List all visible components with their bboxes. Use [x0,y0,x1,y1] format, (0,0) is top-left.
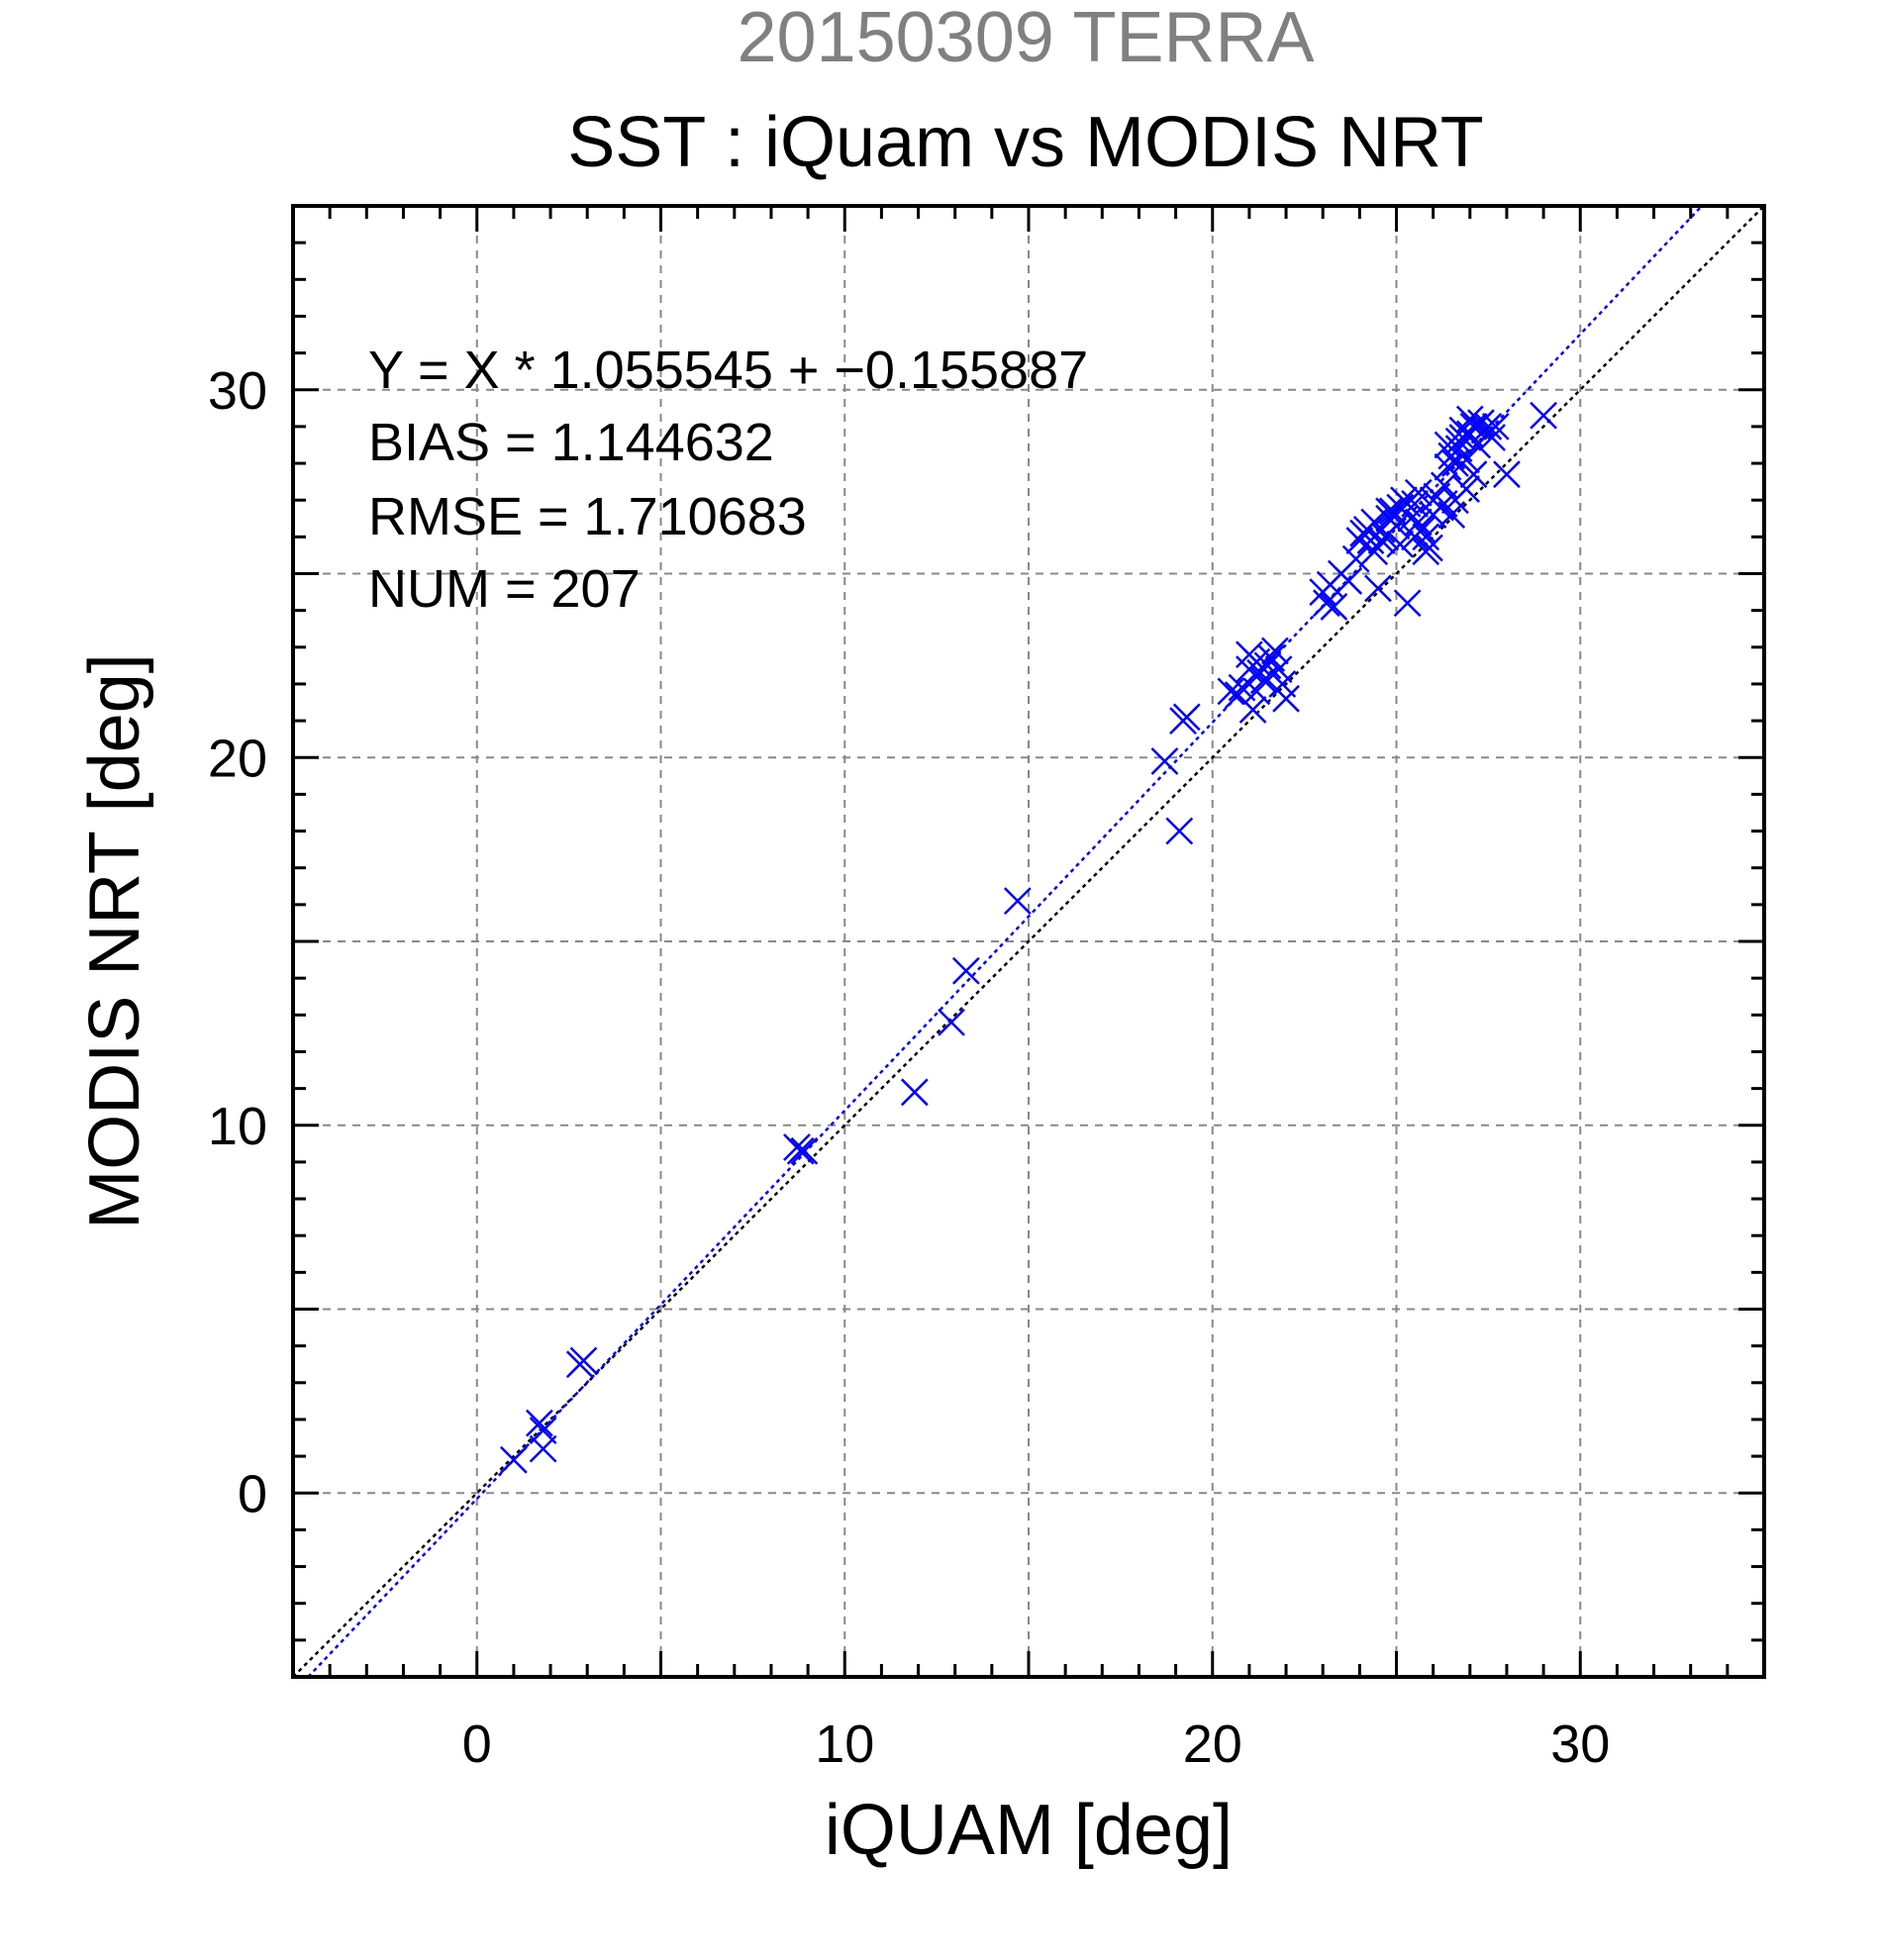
data-point [1452,445,1480,474]
data-point [1238,696,1267,724]
data-point [1437,501,1466,529]
data-point [900,1078,929,1107]
data-point [1272,684,1300,713]
data-point [1360,538,1389,566]
data-point [1412,523,1440,551]
rmse-label: RMSE = 1.710683 [368,487,807,546]
data-points [500,401,1557,1474]
fit-equation-label: Y = X * 1.055545 + −0.155887 [368,341,1088,400]
data-point [1313,589,1340,618]
grid-lines [293,206,1764,1677]
data-point [1393,589,1422,618]
chart-suptitle: 20150309 TERRA [737,0,1314,77]
identity-line [292,205,1765,1678]
data-point [1444,427,1473,455]
data-point [790,1136,819,1165]
data-point [1474,413,1503,441]
y-tick-label: 0 [238,1464,267,1523]
y-axis-label: MODIS NRT [deg] [75,653,154,1229]
x-tick-label: 30 [1550,1715,1610,1774]
data-point [1441,449,1469,477]
data-point [1261,637,1289,665]
data-point [1003,887,1032,916]
data-point [1463,413,1492,441]
data-point [1452,475,1480,503]
data-point [526,1409,553,1437]
data-point [1352,516,1381,543]
y-tick-label: 30 [208,361,267,421]
chart-title: SST : iQuam vs MODIS NRT [567,103,1484,182]
data-point [1386,530,1415,558]
data-point [1335,567,1363,595]
data-point [500,1445,528,1474]
data-point [1242,677,1271,706]
num-label: NUM = 207 [368,559,641,619]
tick-labels: 0 10 20 30 0 10 20 30 [208,361,1610,1774]
x-tick-label: 20 [1183,1715,1242,1774]
data-point [1459,460,1488,489]
data-point [569,1346,598,1375]
data-point [1404,508,1433,537]
data-point [1341,544,1370,573]
y-tick-label: 10 [208,1097,267,1156]
data-point [1419,486,1447,515]
data-point [1165,817,1194,845]
data-point [1478,424,1506,451]
stats-annotations: Y = X * 1.055545 + −0.155887 BIAS = 1.14… [368,341,1088,619]
y-tick-label: 20 [208,729,267,788]
x-tick-label: 10 [815,1715,874,1774]
axis-ticks [293,206,1764,1677]
x-axis-label: iQUAM [deg] [825,1791,1233,1870]
data-point [1412,538,1440,566]
data-point [1150,747,1179,775]
data-point [1217,677,1245,706]
data-point [938,1008,965,1036]
data-point [1364,574,1392,603]
data-point [529,1434,557,1463]
data-point [951,956,980,985]
data-point [1320,593,1348,621]
data-point [1393,490,1422,518]
data-point [1172,703,1201,732]
data-point [1375,497,1403,526]
data-point [1236,640,1263,669]
data-point [1493,460,1521,489]
data-point [1434,452,1462,481]
data-point [1434,431,1462,459]
data-point [1401,490,1429,518]
bias-label: BIAS = 1.144632 [368,413,774,472]
x-tick-label: 0 [462,1715,492,1774]
data-point [1530,401,1557,430]
data-point [786,1136,815,1165]
